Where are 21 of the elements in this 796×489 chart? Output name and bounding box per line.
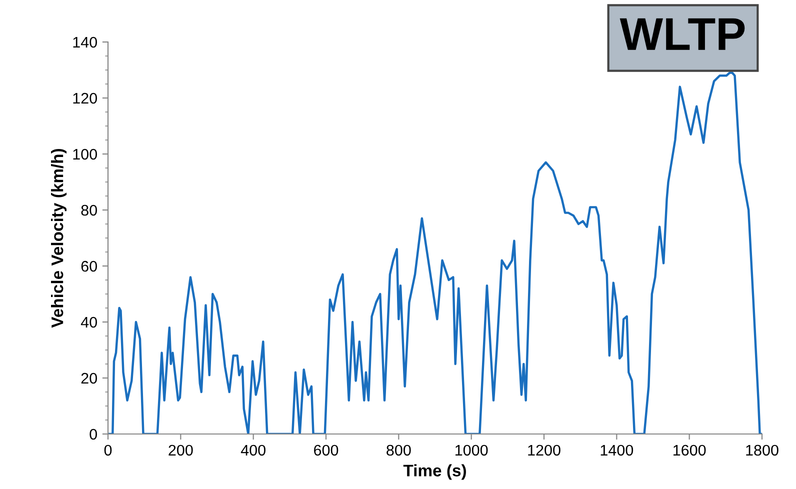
x-tick-label: 1200 <box>528 444 560 456</box>
x-tick-label: 800 <box>386 444 411 456</box>
y-axis-title: Vehicle Velocity (km/h) <box>51 148 67 328</box>
x-tick-label: 200 <box>168 444 193 456</box>
y-tick-label: 100 <box>73 148 97 160</box>
y-tick-label: 140 <box>73 36 97 48</box>
y-tick-label: 20 <box>81 372 97 384</box>
x-tick-label: 600 <box>314 444 338 456</box>
x-tick-label: 1800 <box>746 444 778 456</box>
x-tick-label: 1400 <box>600 444 634 456</box>
x-axis-title: Time (s) <box>403 464 466 480</box>
y-tick-label: 40 <box>80 316 97 328</box>
annotation: WLTP <box>620 18 745 50</box>
x-tick-label: 400 <box>240 444 266 456</box>
x-tick-label: 1000 <box>456 444 488 456</box>
y-tick-label: 60 <box>81 260 97 272</box>
x-tick-label: 0 <box>104 444 112 456</box>
x-tick-label: 1600 <box>674 444 706 456</box>
y-tick-label: 0 <box>90 428 97 440</box>
y-tick-label: 80 <box>81 204 97 216</box>
y-tick-label: 120 <box>73 92 97 104</box>
